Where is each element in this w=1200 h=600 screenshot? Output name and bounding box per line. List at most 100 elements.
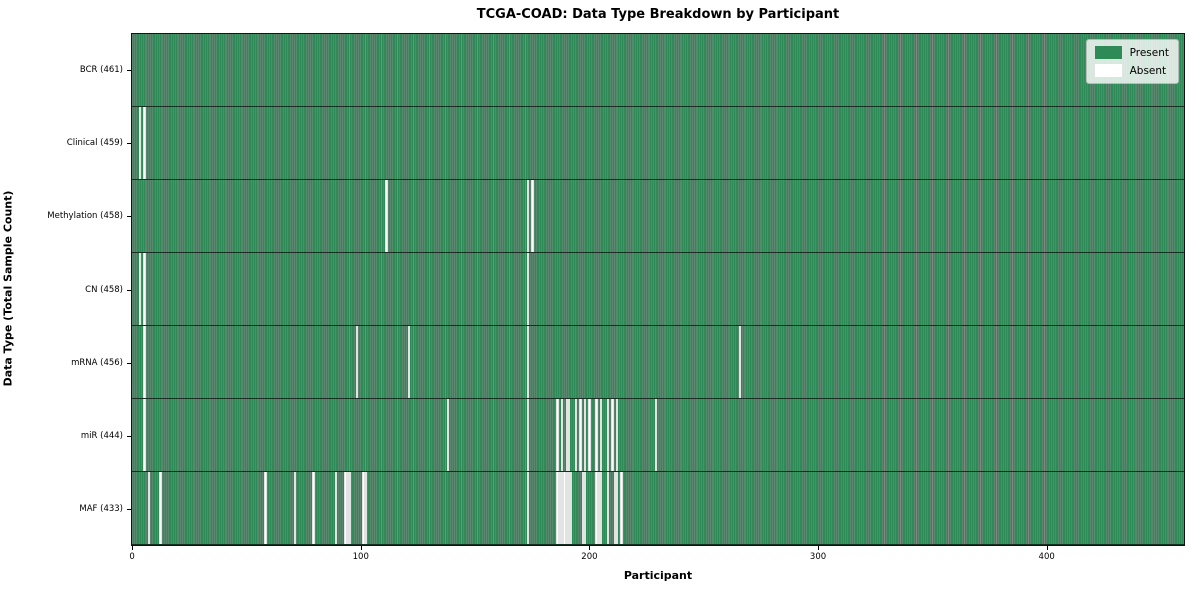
y-tick-label-mRNA: mRNA (456) [71,357,123,368]
y-tick-label-miR: miR (444) [80,431,123,442]
absent-stripe [556,399,559,471]
legend-entry-absent: Absent [1094,64,1169,77]
absent-stripe [583,399,587,471]
legend-present-swatch [1094,46,1122,59]
absent-stripe [581,472,584,544]
x-axis-label: Participant [623,569,693,582]
legend-present-label: Present [1129,46,1169,59]
y-tick-mark [127,69,131,71]
absent-stripe [567,399,571,471]
y-tick-label-BCR: BCR (461) [79,64,123,75]
absent-stripe [143,253,146,325]
absent-stripe [138,253,142,325]
x-tick-mark [818,546,820,550]
absent-stripe [147,472,151,544]
absent-stripe [531,180,534,252]
absent-stripe [561,472,564,544]
absent-stripe [565,472,568,544]
legend: Present Absent [1085,39,1179,84]
absent-stripe [620,472,623,544]
heatmap-row-CN [132,253,1184,326]
y-tick-mark [127,289,131,291]
x-tick-label-100: 100 [352,552,369,562]
absent-stripe [385,180,388,252]
absent-stripe [567,472,571,544]
absent-stripe [355,326,358,398]
x-tick-mark [132,546,134,550]
absent-stripe [561,399,564,471]
x-tick-label-300: 300 [809,552,827,562]
absent-stripe [611,399,614,471]
absent-stripe [579,399,582,471]
absent-stripe [143,326,146,398]
absent-stripe [335,472,338,544]
legend-entry-present: Present [1094,46,1169,59]
absent-stripe [526,399,530,471]
legend-absent-label: Absent [1129,64,1167,77]
heatmap-row-miR [132,399,1184,472]
chart-title: TCGA-COAD: Data Type Breakdown by Partic… [476,7,840,22]
absent-stripe [570,472,573,544]
x-tick-mark [589,546,591,550]
absent-stripe [526,326,530,398]
legend-absent-swatch [1094,64,1122,77]
absent-stripe [408,326,411,398]
heatmap-row-Methylation [132,180,1184,253]
absent-stripe [606,472,609,544]
x-tick-label-200: 200 [581,552,598,562]
y-tick-label-CN: CN (458) [85,284,123,295]
plot-area: Present Absent [131,33,1185,546]
absent-stripe [563,472,566,544]
absent-stripe [595,472,598,544]
absent-stripe [159,472,162,544]
absent-stripe [615,399,619,471]
absent-stripe [574,399,577,471]
absent-stripe [364,472,368,544]
x-tick-mark [360,546,362,550]
y-tick-label-Clinical: Clinical (459) [66,137,123,148]
absent-stripe [565,399,568,471]
absent-stripe [348,472,352,544]
x-tick-mark [1046,546,1048,550]
absent-stripe [739,326,742,398]
absent-stripe [597,472,600,544]
absent-stripe [362,472,365,544]
absent-stripe [654,399,657,471]
absent-stripe [143,399,146,471]
absent-stripe [294,472,297,544]
absent-stripe [588,399,591,471]
y-tick-mark [127,362,131,364]
heatmap-row-BCR [132,34,1184,107]
y-tick-label-MAF: MAF (433) [79,504,123,515]
x-tick-label-0: 0 [129,552,135,562]
absent-stripe [312,472,315,544]
absent-stripe [606,399,609,471]
absent-stripe [615,472,619,544]
absent-stripe [526,180,530,252]
heatmap-row-Clinical [132,107,1184,180]
x-tick-label-400: 400 [1038,552,1055,562]
absent-stripe [264,472,267,544]
absent-stripe [558,472,561,544]
y-tick-mark [127,509,131,511]
heatmap-row-mRNA [132,326,1184,399]
y-tick-mark [127,436,131,438]
heatmap-row-MAF [132,472,1184,545]
absent-stripe [526,472,530,544]
absent-stripe [599,472,603,544]
y-tick-label-Methylation: Methylation (458) [47,211,123,222]
absent-stripe [346,472,349,544]
y-tick-mark [127,216,131,218]
absent-stripe [446,399,450,471]
absent-stripe [526,253,530,325]
absent-stripe [595,399,598,471]
absent-stripe [143,107,146,179]
absent-stripe [583,472,587,544]
absent-stripe [556,472,559,544]
absent-stripe [613,472,616,544]
y-tick-mark [127,142,131,144]
absent-stripe [138,107,142,179]
absent-stripe [344,472,347,544]
absent-stripe [599,399,603,471]
